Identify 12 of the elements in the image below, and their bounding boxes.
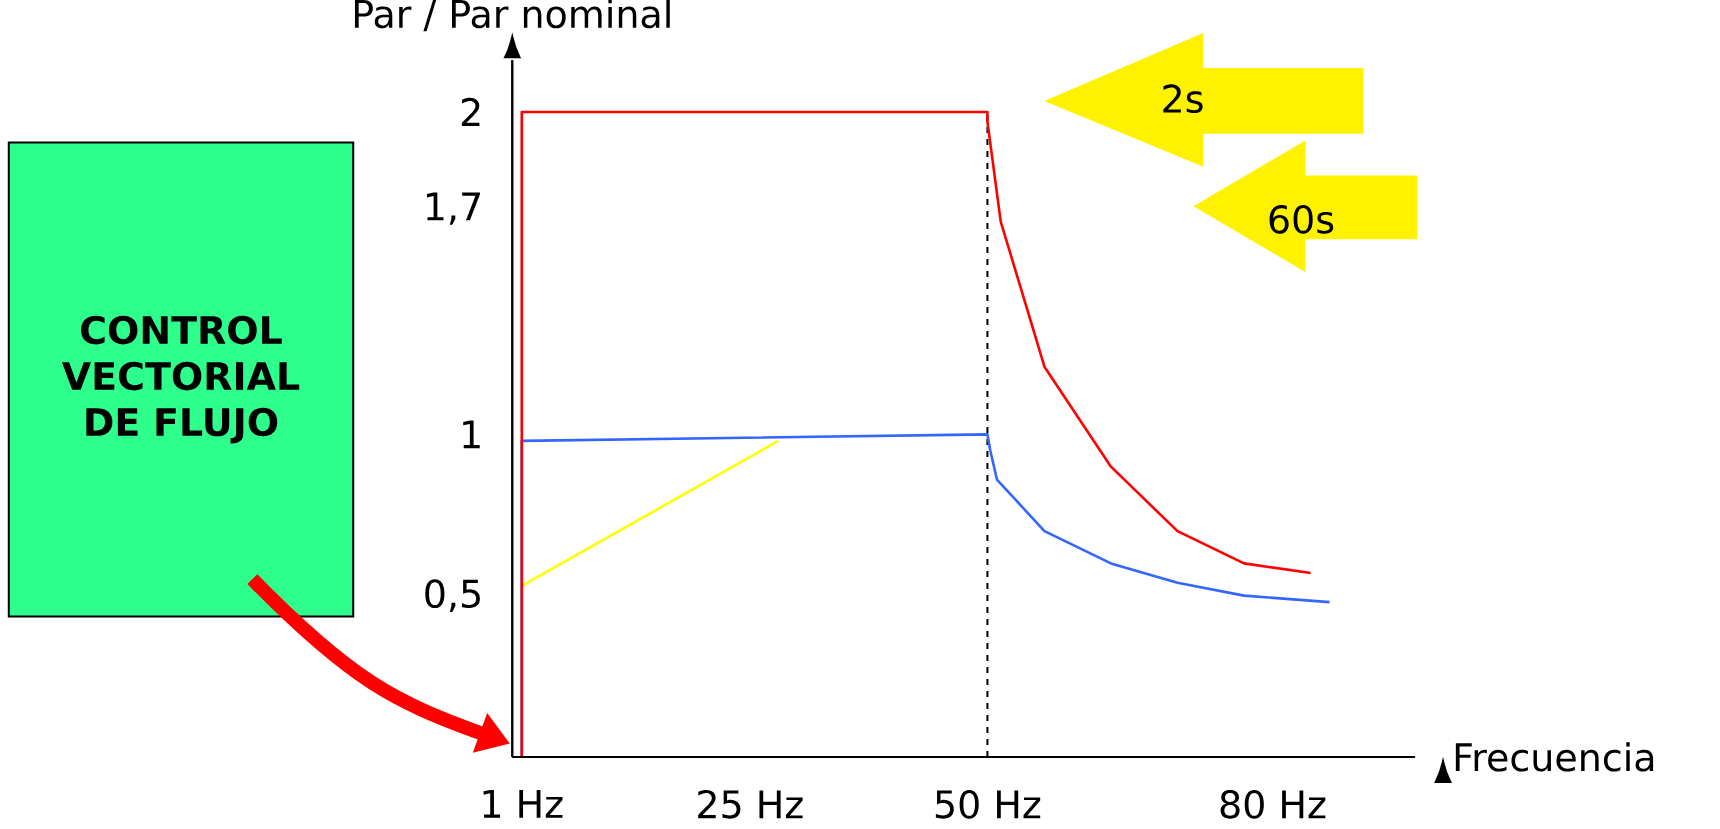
x-axis-title: Frecuencia (1455, 742, 1654, 772)
x-tick-label: 50 Hz (935, 789, 1041, 819)
text: CONTROL VECTORIAL DE FLUJO (61, 315, 300, 444)
x-tick-label: 1 Hz (483, 789, 563, 818)
y-tick-label: 1 (463, 420, 480, 449)
x-tick-label: 25 Hz (698, 789, 803, 819)
y-tick-label: 0,5 (425, 579, 480, 612)
annotation: 2s (1163, 84, 1203, 113)
y-tick-label: 2 (461, 97, 480, 126)
annotation: 60s (1269, 204, 1334, 234)
y-tick-label: 1,7 (426, 192, 480, 225)
x-tick-label: 80 Hz (1220, 789, 1326, 819)
